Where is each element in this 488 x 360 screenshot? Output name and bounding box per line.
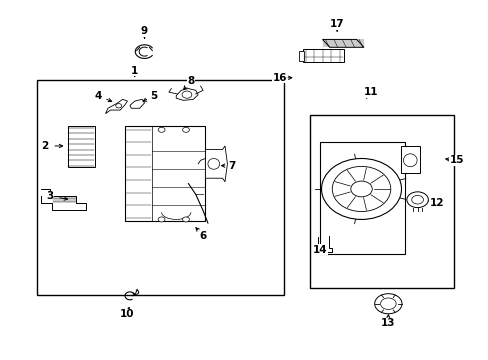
Text: 12: 12 (429, 198, 444, 208)
Text: 10: 10 (120, 310, 135, 319)
Polygon shape (176, 89, 198, 100)
Text: 14: 14 (312, 245, 327, 255)
Text: 3: 3 (46, 191, 53, 201)
Text: 4: 4 (94, 91, 102, 101)
Ellipse shape (411, 195, 423, 204)
Text: 2: 2 (41, 141, 48, 151)
Polygon shape (130, 99, 144, 108)
Ellipse shape (182, 127, 189, 132)
Ellipse shape (116, 104, 122, 108)
Ellipse shape (158, 217, 164, 222)
Ellipse shape (331, 166, 390, 212)
Text: 8: 8 (187, 76, 194, 86)
Bar (400, 146, 419, 173)
Text: 17: 17 (329, 19, 344, 29)
Bar (299, 51, 304, 61)
Bar (125, 126, 205, 221)
Ellipse shape (403, 154, 416, 167)
Ellipse shape (321, 158, 401, 220)
Bar (303, 49, 344, 62)
Text: 9: 9 (141, 26, 148, 36)
Ellipse shape (350, 181, 371, 197)
Ellipse shape (374, 294, 401, 314)
Ellipse shape (406, 192, 427, 208)
Text: 11: 11 (363, 87, 378, 97)
Text: 5: 5 (150, 91, 158, 101)
Bar (68, 126, 95, 167)
Polygon shape (205, 146, 227, 182)
Ellipse shape (182, 91, 191, 98)
Ellipse shape (380, 298, 395, 310)
Ellipse shape (182, 217, 189, 222)
Polygon shape (105, 99, 127, 114)
Text: 16: 16 (272, 73, 286, 83)
Text: 7: 7 (228, 161, 236, 171)
Bar (320, 142, 405, 253)
Polygon shape (322, 40, 363, 47)
Bar (310, 116, 453, 288)
Text: 13: 13 (380, 319, 395, 328)
Ellipse shape (158, 127, 164, 132)
Text: 6: 6 (199, 231, 206, 240)
Text: 1: 1 (131, 66, 138, 76)
Text: 15: 15 (448, 155, 463, 165)
Ellipse shape (207, 158, 219, 169)
Bar (37, 80, 283, 295)
